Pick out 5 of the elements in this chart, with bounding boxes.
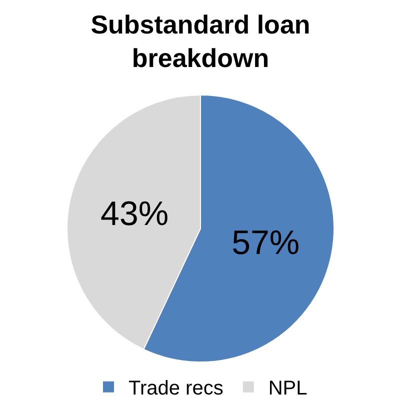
legend-label: NPL xyxy=(268,378,308,400)
data-label: 43% xyxy=(100,194,169,233)
legend-label: Trade recs xyxy=(128,378,224,400)
data-label: 57% xyxy=(232,224,300,262)
chart-title: Substandard loan breakdown xyxy=(90,9,310,74)
